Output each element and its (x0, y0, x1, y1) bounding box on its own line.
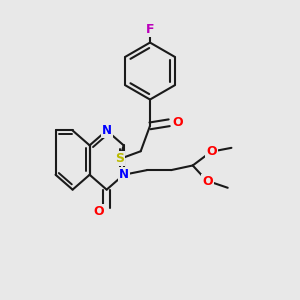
Text: N: N (119, 168, 129, 181)
Text: O: O (202, 175, 213, 188)
Text: O: O (206, 145, 217, 158)
Text: F: F (146, 23, 154, 36)
Text: N: N (102, 124, 112, 137)
Text: S: S (115, 152, 124, 166)
Text: O: O (172, 116, 183, 129)
Text: O: O (94, 205, 104, 218)
